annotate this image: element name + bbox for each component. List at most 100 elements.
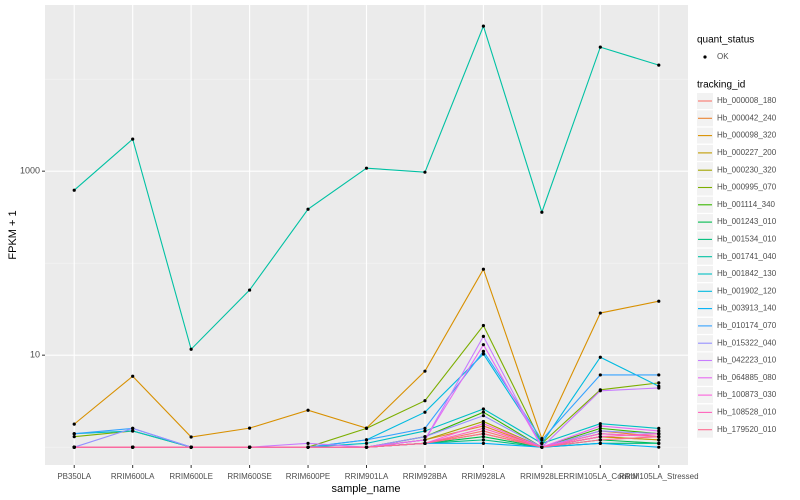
data-point	[481, 24, 486, 28]
data-point	[657, 63, 661, 67]
legend-label: Hb_015322_040	[717, 338, 777, 347]
data-point	[364, 438, 369, 442]
data-point	[657, 435, 661, 439]
data-point	[598, 429, 602, 433]
data-point	[364, 166, 369, 170]
data-point	[598, 373, 602, 377]
legend-label: Hb_001243_010	[717, 217, 777, 226]
data-point	[247, 426, 252, 430]
data-point	[481, 422, 486, 426]
data-point	[657, 381, 661, 385]
data-point	[364, 445, 369, 449]
data-point	[423, 429, 427, 433]
data-point	[306, 441, 310, 445]
data-point	[481, 435, 486, 439]
data-point	[598, 424, 602, 428]
data-point	[247, 445, 252, 449]
legend-label: Hb_108528_010	[717, 408, 777, 417]
data-point	[306, 207, 310, 211]
data-point	[364, 426, 369, 430]
data-point	[423, 410, 427, 414]
data-point	[131, 137, 135, 141]
data-point	[423, 441, 427, 445]
legend-label: Hb_001902_120	[717, 286, 777, 295]
legend-label: Hb_179520_010	[717, 425, 777, 434]
legend-label: Hb_064885_080	[717, 373, 777, 382]
data-point	[131, 429, 135, 433]
data-point	[189, 347, 193, 351]
legend-label: Hb_001741_040	[717, 252, 777, 261]
data-point	[598, 432, 602, 436]
data-point	[189, 445, 193, 449]
data-point	[423, 399, 427, 403]
legend-label: Hb_001842_130	[717, 269, 777, 278]
legend-title: tracking_id	[697, 80, 745, 91]
data-point	[657, 432, 661, 436]
legend-point	[703, 55, 707, 59]
x-tick-label: RRIM105LA_Control	[563, 472, 637, 481]
data-point	[423, 369, 427, 373]
data-point	[72, 445, 76, 449]
data-point	[306, 445, 310, 449]
data-point	[657, 386, 661, 390]
data-point	[72, 188, 76, 192]
data-point	[481, 410, 486, 414]
data-point	[540, 438, 544, 442]
data-point	[540, 441, 544, 445]
legend-label: Hb_042223_010	[717, 356, 777, 365]
data-point	[131, 374, 135, 378]
data-point	[481, 414, 486, 418]
data-point	[598, 311, 602, 315]
data-point	[598, 435, 602, 439]
data-point	[481, 441, 486, 445]
data-point	[481, 334, 486, 338]
data-point	[598, 389, 602, 393]
data-point	[598, 422, 602, 426]
data-point	[481, 323, 486, 328]
data-point	[598, 355, 602, 359]
data-point	[598, 45, 602, 49]
y-tick-label: 10	[30, 350, 40, 360]
data-point	[131, 445, 135, 449]
data-point	[657, 445, 661, 449]
legend-label: Hb_000995_070	[717, 183, 777, 192]
data-point	[481, 438, 486, 442]
legend-label: Hb_010174_070	[717, 321, 777, 330]
x-tick-label: RRIM600LE	[169, 472, 213, 481]
legend-label: Hb_000008_180	[717, 96, 777, 105]
data-point	[481, 352, 486, 356]
data-point	[72, 422, 76, 426]
x-tick-label: PB350LA	[57, 472, 91, 481]
legend-label: Hb_100873_030	[717, 390, 777, 399]
data-point	[131, 426, 135, 430]
x-tick-label: RRIM600SE	[227, 472, 271, 481]
y-tick-label: 1000	[20, 166, 40, 176]
data-point	[481, 349, 486, 353]
data-point	[657, 299, 661, 303]
data-point	[598, 438, 602, 442]
data-point	[423, 170, 427, 174]
data-point	[423, 438, 427, 442]
y-axis-title: FPKM + 1	[7, 210, 19, 259]
x-tick-label: RRIM105LA_Stressed	[619, 472, 699, 481]
x-tick-label: RRIM901LA	[345, 472, 389, 481]
x-tick-label: RRIM928LA	[462, 472, 506, 481]
legend-label: Hb_000230_320	[717, 165, 777, 174]
x-axis-title: sample_name	[331, 483, 400, 495]
data-point	[481, 429, 486, 433]
legend-label: OK	[717, 52, 729, 61]
data-point	[540, 210, 544, 214]
legend-label: Hb_001534_010	[717, 235, 777, 244]
data-point	[481, 432, 486, 436]
data-point	[657, 441, 661, 445]
legend-title: quant_status	[697, 35, 754, 46]
data-point	[72, 435, 76, 439]
data-point	[423, 426, 427, 430]
legend-label: Hb_000042_240	[717, 113, 777, 122]
data-point	[481, 424, 486, 428]
data-point	[189, 435, 193, 439]
data-point	[657, 429, 661, 433]
x-tick-label: RRIM928BA	[403, 472, 448, 481]
data-point	[481, 267, 486, 271]
